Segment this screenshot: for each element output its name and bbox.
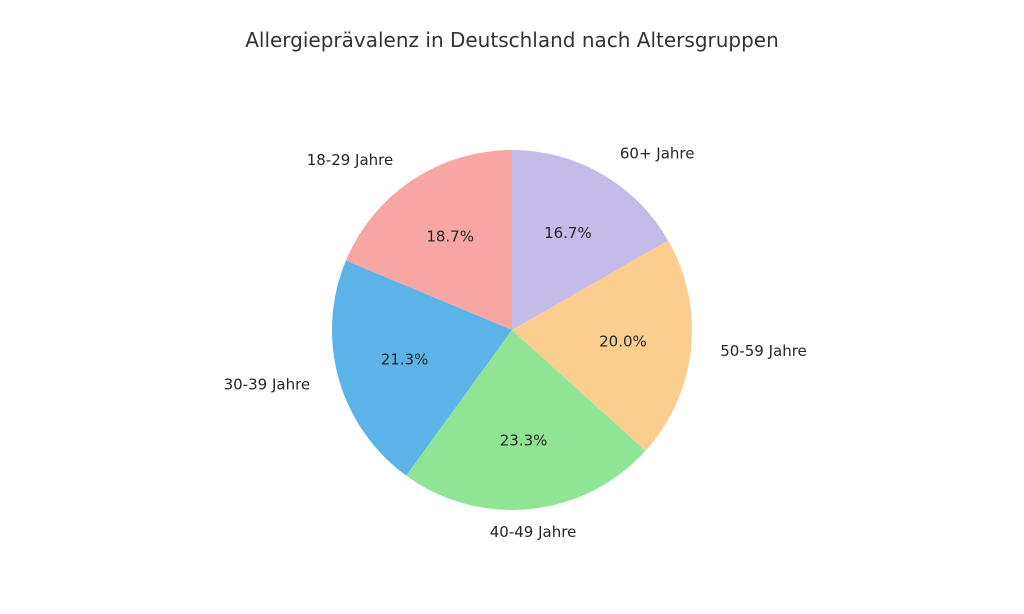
slice-label: 50-59 Jahre — [720, 342, 807, 360]
slice-percent: 16.7% — [544, 224, 592, 242]
pie-chart-svg: 18.7% 18-29 Jahre 21.3% 30-39 Jahre 23.3% 40-… — [0, 0, 1024, 614]
slice-label: 60+ Jahre — [620, 144, 695, 162]
pie-chart-container: Allergieprävalenz in Deutschland nach Al… — [0, 0, 1024, 614]
slice-percent: 20.0% — [599, 332, 647, 350]
slice-percent: 21.3% — [381, 351, 429, 369]
slice-label: 18-29 Jahre — [307, 151, 394, 169]
slice-label: 40-49 Jahre — [490, 523, 577, 541]
slice-label: 30-39 Jahre — [224, 375, 311, 393]
slice-percent: 23.3% — [500, 432, 548, 450]
slice-percent: 18.7% — [426, 228, 474, 246]
